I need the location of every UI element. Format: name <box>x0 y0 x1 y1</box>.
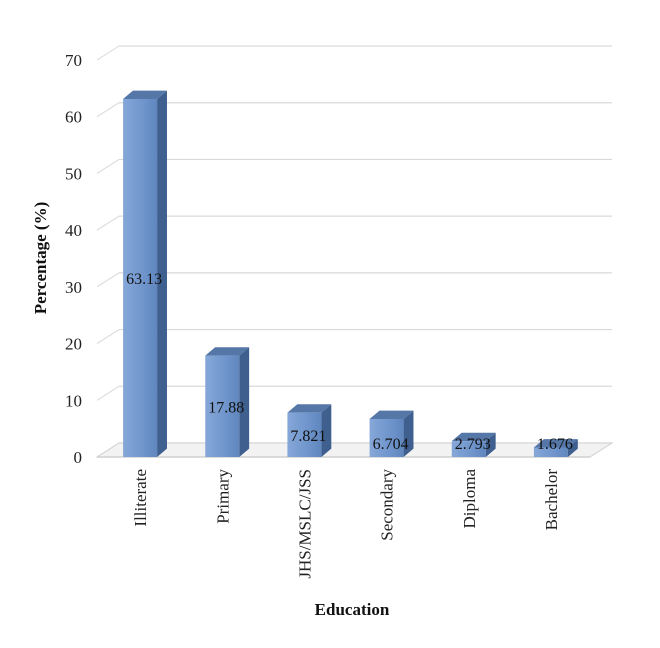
y-tick-label: 0 <box>74 448 83 467</box>
bar-front <box>533 447 568 457</box>
bar <box>123 90 167 458</box>
bar-side <box>321 404 332 457</box>
data-label: 63.13 <box>126 271 162 288</box>
x-category-label: Secondary <box>378 469 397 541</box>
gridlines <box>96 45 612 458</box>
data-label: 2.793 <box>455 436 491 453</box>
y-tick-label: 60 <box>65 108 82 127</box>
y-tick-label: 20 <box>65 335 82 354</box>
bar <box>287 404 332 457</box>
gridline-depth <box>96 329 120 344</box>
gridline-depth <box>96 102 120 118</box>
bars <box>123 90 578 458</box>
bar-top <box>123 90 167 99</box>
y-tick-label: 40 <box>65 221 82 240</box>
bar-top <box>451 432 496 442</box>
x-axis-title: Education <box>315 600 390 619</box>
bar <box>205 347 250 457</box>
bar-front <box>287 412 322 457</box>
bar <box>451 432 496 457</box>
gridline-depth <box>96 272 120 288</box>
bar-side <box>157 90 167 457</box>
x-category-label: Primary <box>213 469 232 524</box>
data-label: 17.88 <box>208 399 244 416</box>
bar-front <box>369 418 404 457</box>
bar-side <box>485 432 496 457</box>
x-category-label: Diploma <box>460 469 479 529</box>
bar-front <box>451 441 486 457</box>
bar-side <box>239 347 250 457</box>
bar <box>369 410 414 457</box>
bar-top <box>205 347 250 356</box>
y-tick-label: 10 <box>65 391 82 410</box>
bar-top <box>533 439 578 448</box>
y-tick-label: 70 <box>65 51 82 70</box>
bar-front <box>123 98 158 458</box>
x-axis-categories: Illiterate Primary JHS/MSLC/JSS Secondary Di… <box>131 469 561 579</box>
bar-front <box>205 355 240 457</box>
bar-side <box>567 439 578 457</box>
y-axis-ticks: 0 10 20 30 40 50 60 70 <box>65 51 82 467</box>
data-labels: 63.13 17.88 7.821 6.704 2.793 1.676 <box>126 271 573 453</box>
data-label: 7.821 <box>290 428 326 445</box>
bar-top <box>287 404 332 413</box>
gridline-depth <box>96 45 120 61</box>
data-label: 1.676 <box>537 436 573 453</box>
gridline-depth <box>96 215 120 231</box>
x-category-label: Bachelor <box>542 469 561 531</box>
y-tick-label: 50 <box>65 164 82 183</box>
bar <box>533 439 578 457</box>
x-category-label: Illiterate <box>131 469 150 527</box>
gridline-depth <box>96 159 120 174</box>
y-tick-label: 30 <box>65 278 82 297</box>
bar-side <box>403 410 414 457</box>
bar-top <box>369 410 414 419</box>
y-axis-title: Percentage (%) <box>31 202 50 315</box>
x-category-label: JHS/MSLC/JSS <box>295 469 314 579</box>
gridline-depth <box>96 385 120 401</box>
data-label: 6.704 <box>373 436 409 453</box>
